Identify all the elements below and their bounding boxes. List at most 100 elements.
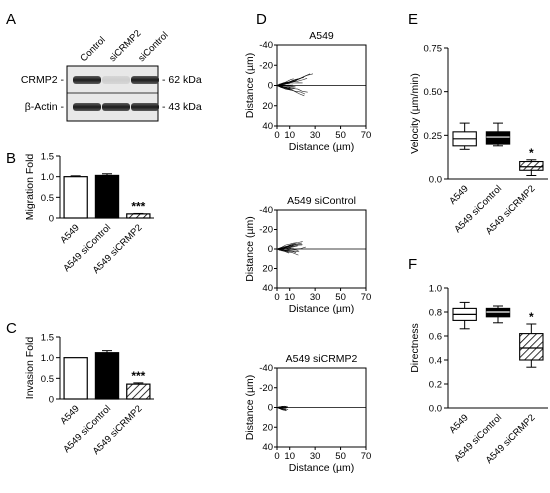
- x-tick-label: 10: [284, 451, 295, 462]
- x-axis-label: Distance (µm): [289, 462, 355, 474]
- cell-track: [276, 248, 299, 256]
- x-tick-label: 30: [310, 292, 321, 303]
- x-tick-label: 50: [335, 292, 346, 303]
- significance-label: ***: [131, 369, 145, 383]
- y-tick-label: 0.0: [429, 404, 442, 415]
- panel-label-c: C: [6, 320, 17, 337]
- blot-row-actin: β-Actin -: [25, 101, 65, 113]
- x-tick-label: A549: [447, 183, 470, 206]
- y-tick-label: 0.50: [424, 87, 443, 98]
- y-axis-label: Distance (µm): [244, 216, 256, 282]
- bar: [63, 176, 88, 219]
- y-axis-label: Directness: [409, 323, 421, 373]
- x-tick-label: 70: [361, 451, 372, 462]
- blot-band: [102, 103, 130, 111]
- y-tick-label: 40: [262, 442, 273, 453]
- x-tick-label: A549: [58, 222, 81, 245]
- lane-label-control: Control: [78, 35, 107, 64]
- y-tick-label: 20: [262, 101, 273, 112]
- plot-title: A549 siControl: [287, 195, 356, 207]
- y-tick-label: 1.5: [41, 152, 54, 163]
- cell-track: [276, 246, 306, 250]
- blot-row-crmp2: CRMP2 -: [21, 74, 65, 86]
- y-axis-label: Invasion Fold: [24, 337, 36, 400]
- y-tick-label: 0: [268, 81, 273, 92]
- blot-band: [73, 76, 101, 84]
- y-axis-label: Velocity (µm/min): [409, 73, 421, 154]
- marker-43kda: - 43 kDa: [162, 101, 202, 113]
- significance-label: *: [529, 310, 534, 324]
- y-tick-label: -40: [259, 40, 273, 51]
- x-tick-label: 30: [310, 451, 321, 462]
- bar: [126, 383, 151, 400]
- y-axis-label: Migration Fold: [24, 154, 36, 221]
- y-tick-label: 0.75: [424, 44, 443, 55]
- plot-title: A549: [309, 30, 334, 42]
- cell-track: [277, 248, 299, 251]
- y-tick-label: 0: [268, 403, 273, 414]
- y-tick-label: 0.5: [41, 374, 54, 385]
- bar: [94, 352, 120, 400]
- blot-band: [131, 103, 159, 111]
- panel-label-a: A: [6, 11, 16, 28]
- x-tick-label: 30: [310, 130, 321, 141]
- x-tick-label: A549: [447, 412, 470, 435]
- box: [485, 131, 511, 145]
- cell-track: [276, 78, 294, 86]
- panel-label-f: F: [408, 256, 417, 273]
- cell-track: [276, 406, 281, 408]
- y-tick-label: 0.4: [429, 356, 442, 367]
- blot-band: [102, 76, 130, 84]
- blot-frame: [66, 65, 159, 122]
- x-tick-label: 70: [361, 130, 372, 141]
- cell-track: [276, 85, 308, 93]
- blot-band: [131, 76, 159, 84]
- y-axis-label: Distance (µm): [244, 53, 256, 119]
- y-tick-label: -20: [259, 383, 273, 394]
- bar: [94, 174, 120, 219]
- cell-track: [276, 241, 303, 250]
- y-tick-label: -20: [259, 60, 273, 71]
- plot-title: A549 siCRMP2: [286, 353, 358, 365]
- y-tick-label: 20: [262, 422, 273, 433]
- x-tick-label: A549: [58, 403, 81, 426]
- x-tick-label: 0: [274, 292, 279, 303]
- cell-track: [276, 85, 305, 97]
- western-blot: Control siCRMP2 siControl CRMP2 - β-Acti…: [21, 28, 202, 122]
- y-tick-label: 40: [262, 283, 273, 294]
- panel-label-d: D: [256, 11, 267, 28]
- y-tick-label: 0.2: [429, 380, 442, 391]
- x-tick-label: 70: [361, 292, 372, 303]
- y-tick-label: 0: [268, 244, 273, 255]
- x-tick-label: 0: [274, 451, 279, 462]
- y-tick-label: 1.0: [41, 353, 54, 364]
- significance-label: *: [529, 146, 534, 160]
- y-tick-label: 0.0: [429, 175, 442, 186]
- y-tick-label: 1.5: [41, 333, 54, 344]
- bar: [63, 357, 88, 400]
- cell-track: [276, 245, 298, 250]
- y-tick-label: 0: [49, 214, 54, 225]
- box: [519, 160, 544, 171]
- y-tick-label: 0: [49, 395, 54, 406]
- y-tick-label: -40: [259, 205, 273, 216]
- y-tick-label: -20: [259, 225, 273, 236]
- x-tick-label: 50: [335, 130, 346, 141]
- significance-label: ***: [131, 199, 145, 213]
- x-axis-label: Distance (µm): [289, 141, 355, 153]
- y-tick-label: 1.0: [429, 284, 442, 295]
- y-tick-label: 0.8: [429, 308, 442, 319]
- x-tick-label: 10: [284, 292, 295, 303]
- x-axis-label: Distance (µm): [289, 303, 355, 315]
- y-tick-label: 0.6: [429, 332, 442, 343]
- y-tick-label: 40: [262, 121, 273, 132]
- marker-62kda: - 62 kDa: [162, 74, 202, 86]
